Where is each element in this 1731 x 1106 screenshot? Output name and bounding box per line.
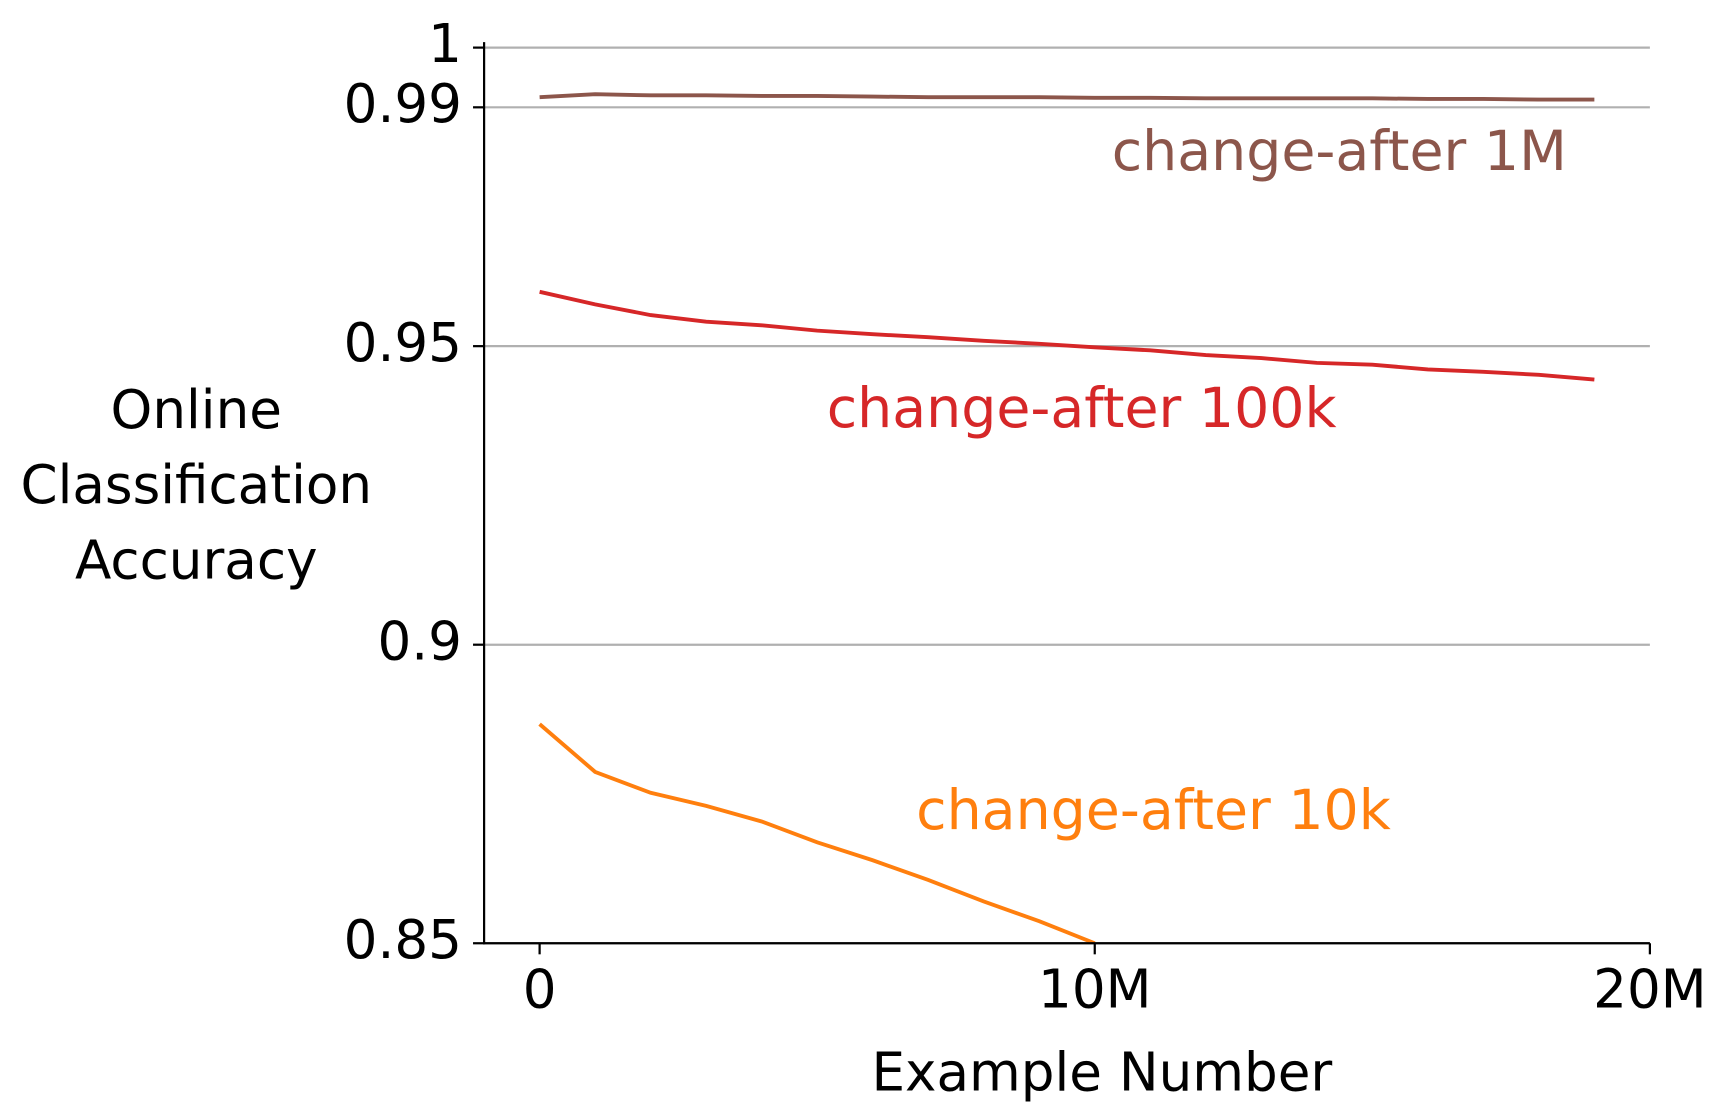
y-tick-label: 0.9 [377,610,462,672]
y-tick-label: 0.95 [344,312,462,374]
series-line [539,92,1595,102]
x-tick-label: 0 [523,959,557,1021]
series-label: change-after 100k [827,377,1337,441]
axes: 0.85 0.9 0.95 0.991 0 10M 20M [344,13,1707,1020]
y-tick-label: 1 [428,13,462,75]
series-line [539,289,1595,382]
x-tick-label: 20M [1593,959,1706,1021]
series-label: change-after 10k [916,779,1391,843]
y-axis-label: Online Classification Accuracy [20,379,372,592]
series-label: change-after 1M [1112,120,1567,184]
y-tick-label: 0.85 [344,909,462,971]
x-tick-label: 10M [1038,959,1151,1021]
series-line [538,722,1096,944]
y-tick-label: 0.99 [344,73,462,135]
x-axis-label: Example Number [871,1042,1332,1104]
plot-area [538,92,1595,944]
